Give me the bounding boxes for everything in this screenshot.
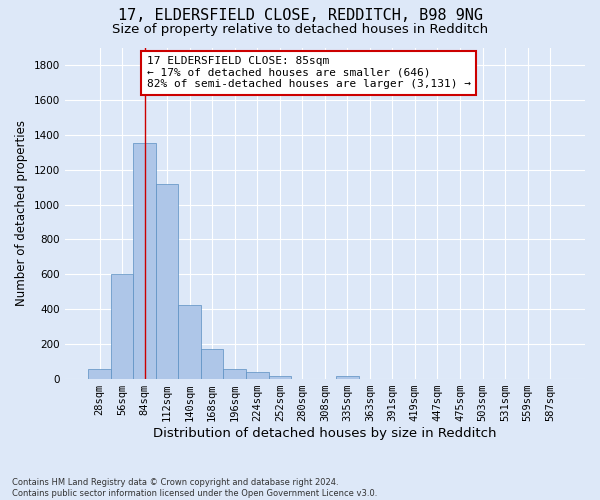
Bar xyxy=(201,348,223,379)
X-axis label: Distribution of detached houses by size in Redditch: Distribution of detached houses by size … xyxy=(153,427,497,440)
Text: Contains HM Land Registry data © Crown copyright and database right 2024.
Contai: Contains HM Land Registry data © Crown c… xyxy=(12,478,377,498)
Y-axis label: Number of detached properties: Number of detached properties xyxy=(15,120,28,306)
Bar xyxy=(156,184,178,379)
Text: 17 ELDERSFIELD CLOSE: 85sqm
← 17% of detached houses are smaller (646)
82% of se: 17 ELDERSFIELD CLOSE: 85sqm ← 17% of det… xyxy=(147,56,471,90)
Bar xyxy=(133,144,156,379)
Bar xyxy=(223,368,246,379)
Bar xyxy=(88,370,111,379)
Bar xyxy=(246,372,269,379)
Bar xyxy=(111,274,133,379)
Bar xyxy=(336,376,359,379)
Bar xyxy=(269,376,291,379)
Text: Size of property relative to detached houses in Redditch: Size of property relative to detached ho… xyxy=(112,22,488,36)
Text: 17, ELDERSFIELD CLOSE, REDDITCH, B98 9NG: 17, ELDERSFIELD CLOSE, REDDITCH, B98 9NG xyxy=(118,8,482,22)
Bar xyxy=(178,305,201,379)
